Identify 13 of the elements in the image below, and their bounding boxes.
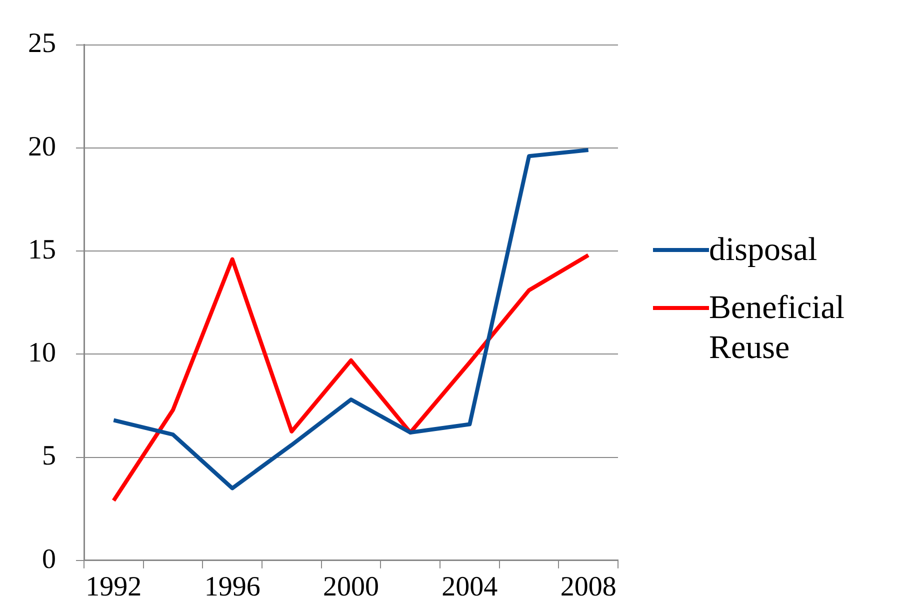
- legend-label: Beneficial Reuse: [709, 289, 846, 368]
- y-tick-label: 25: [28, 28, 56, 60]
- x-tick-label: 1996: [204, 572, 260, 603]
- legend-label: disposal: [709, 231, 818, 270]
- x-tick-label: 2008: [560, 572, 616, 603]
- y-tick-label: 0: [42, 544, 56, 575]
- y-tick-label: 15: [28, 234, 56, 266]
- y-tick-label: 20: [28, 131, 56, 162]
- y-tick-label: 10: [28, 338, 56, 369]
- x-tick-label: 1992: [86, 572, 142, 603]
- x-tick-label: 2000: [323, 572, 379, 603]
- y-tick-label: 5: [42, 440, 56, 472]
- x-tick-label: 2004: [442, 572, 498, 603]
